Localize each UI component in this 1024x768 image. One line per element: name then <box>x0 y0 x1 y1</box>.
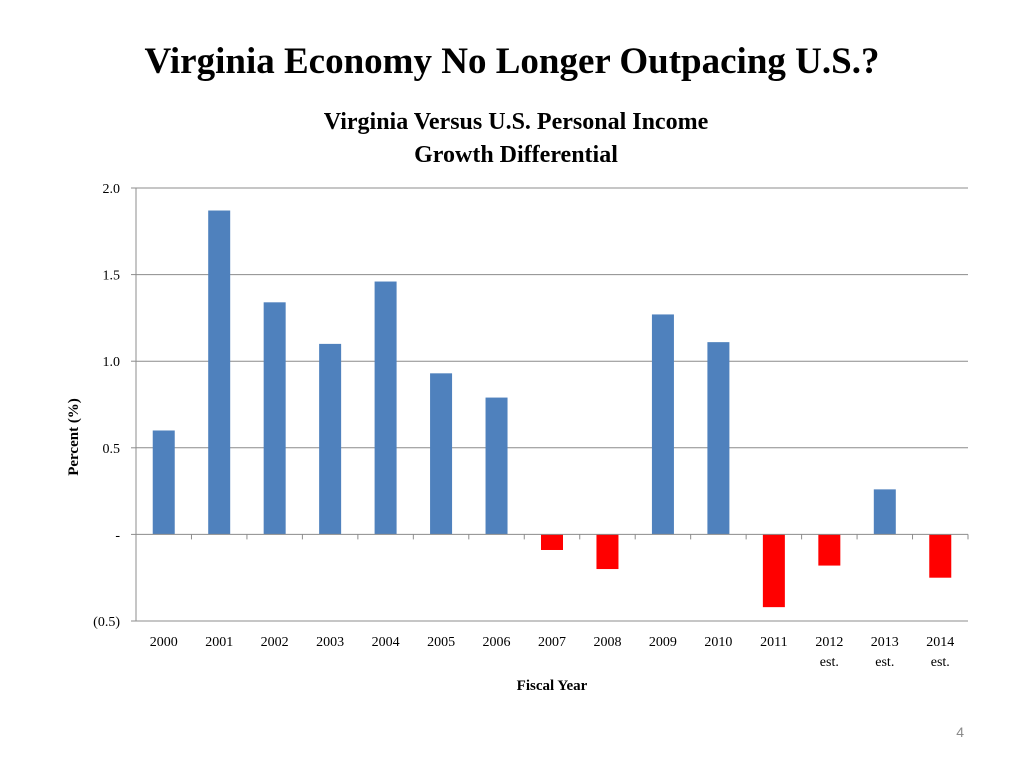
x-tick-label: 2010 <box>704 635 732 650</box>
x-tick-label: 2004 <box>372 635 400 650</box>
slide-title: Virginia Economy No Longer Outpacing U.S… <box>144 41 880 82</box>
x-tick-label: 2007 <box>538 635 566 650</box>
bar-2013 <box>873 489 896 535</box>
x-tick-label: 2003 <box>316 635 344 650</box>
bar-2007 <box>541 534 563 550</box>
slide-number: 4 <box>956 724 964 740</box>
x-axis <box>135 533 969 540</box>
chart-title: Virginia Versus U.S. Personal Income Gro… <box>216 106 816 172</box>
bar-2003 <box>319 343 342 535</box>
x-tick-label: 2014 <box>926 635 954 650</box>
x-tick-label: 2009 <box>649 635 677 650</box>
bar-2004 <box>374 281 397 535</box>
bars <box>152 210 952 608</box>
y-tick-label: 2.0 <box>103 182 121 197</box>
bar-2006 <box>485 397 508 535</box>
x-tick-label: 2012 <box>815 635 843 650</box>
bar-2010 <box>707 342 730 535</box>
y-tick-label: - <box>115 528 120 543</box>
y-tick-label: 0.5 <box>103 442 121 457</box>
bar-2005 <box>430 373 453 535</box>
x-tick-label: 2001 <box>205 635 233 650</box>
bar-2014 <box>929 534 952 578</box>
y-tick-label: 1.0 <box>103 355 121 370</box>
bar-2001 <box>208 210 231 535</box>
x-tick-label: est. <box>931 655 950 670</box>
bar-2008 <box>596 534 619 570</box>
x-tick-labels: 2000 2001 2002 2003 2004 2005 2006 2007 2008 2009… <box>150 635 955 670</box>
x-tick-label: 2002 <box>261 635 289 650</box>
chart-title-line-2: Growth Differential <box>414 142 618 168</box>
y-tick-label: (0.5) <box>93 615 120 630</box>
x-tick-label: 2011 <box>760 635 787 650</box>
y-axis-title: Percent (%) <box>66 398 82 476</box>
bar-2011 <box>762 534 785 608</box>
x-tick-label: 2006 <box>483 635 511 650</box>
bar-2002 <box>263 302 286 535</box>
bar-2012 <box>818 534 841 566</box>
y-tick-labels: 2.0 1.5 1.0 0.5 - (0.5) <box>93 182 120 630</box>
x-tick-label: 2005 <box>427 635 455 650</box>
bar-2000 <box>152 430 175 535</box>
x-tick-label: 2000 <box>150 635 178 650</box>
chart-title-line-1: Virginia Versus U.S. Personal Income <box>323 109 709 135</box>
bar-2009 <box>651 314 674 535</box>
x-tick-label: 2013 <box>871 635 899 650</box>
y-tick-label: 1.5 <box>103 269 121 284</box>
x-tick-label: 2008 <box>593 635 621 650</box>
x-tick-label: est. <box>875 655 894 670</box>
x-axis-title: Fiscal Year <box>517 678 588 694</box>
x-tick-label: est. <box>820 655 839 670</box>
gridlines <box>131 187 968 622</box>
